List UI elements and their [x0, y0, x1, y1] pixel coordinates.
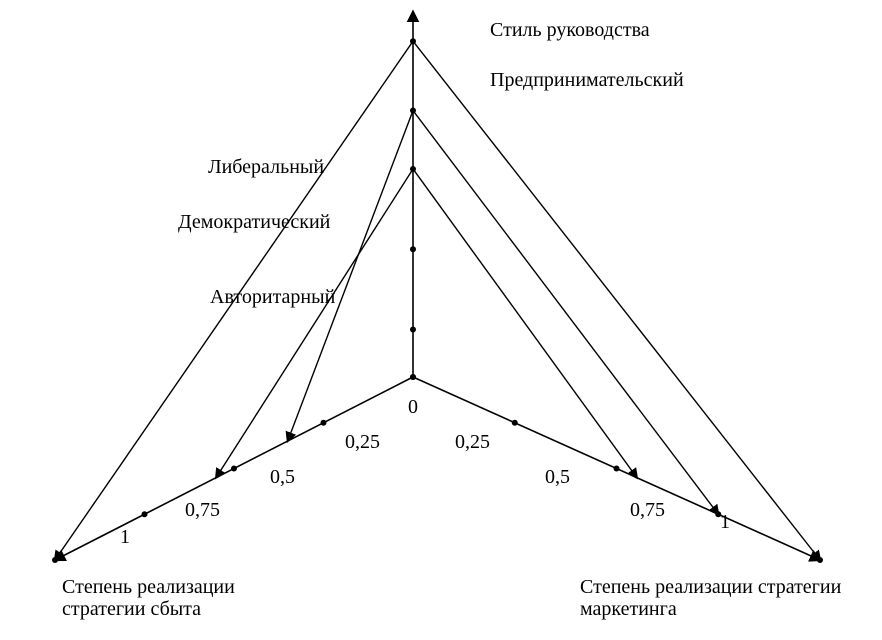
tick-point — [410, 374, 416, 380]
tick-point — [614, 466, 620, 472]
tick-label: Предпринимательский — [490, 68, 684, 92]
tick-point — [321, 420, 327, 426]
tick-point — [142, 511, 148, 517]
axis-title-top: Стиль руководства — [490, 18, 650, 42]
axis-title-left: стратегии сбыта — [62, 597, 201, 621]
tick-label: 0,75 — [630, 498, 665, 522]
tick-label: 0,25 — [455, 430, 490, 454]
tick-point — [512, 420, 518, 426]
tick-label: 0,5 — [545, 465, 570, 489]
tick-point — [410, 166, 416, 172]
tick-point — [410, 38, 416, 44]
tick-label: Демократический — [178, 210, 330, 234]
tick-point — [52, 557, 58, 563]
axis-title-right: Степень реализации стратегии — [580, 575, 841, 599]
tick-point — [231, 466, 237, 472]
axis-title-right: маркетинга — [580, 597, 677, 621]
tick-label: Либеральный — [208, 155, 324, 179]
tick-label: 1 — [120, 525, 130, 549]
tick-point — [410, 327, 416, 333]
axis-title-left: Степень реализации — [62, 575, 235, 599]
tick-point — [817, 557, 823, 563]
tick-label: 0,5 — [270, 465, 295, 489]
connection-line — [413, 169, 637, 478]
tick-label: 0,25 — [345, 430, 380, 454]
three-axis-diagram — [0, 0, 882, 640]
tick-point — [410, 246, 416, 252]
connection-line — [413, 41, 820, 560]
tick-label: Авторитарный — [210, 285, 335, 309]
tick-label: 0,75 — [185, 498, 220, 522]
tick-label: 0 — [408, 395, 418, 419]
tick-label: 1 — [720, 510, 730, 534]
tick-point — [410, 108, 416, 114]
